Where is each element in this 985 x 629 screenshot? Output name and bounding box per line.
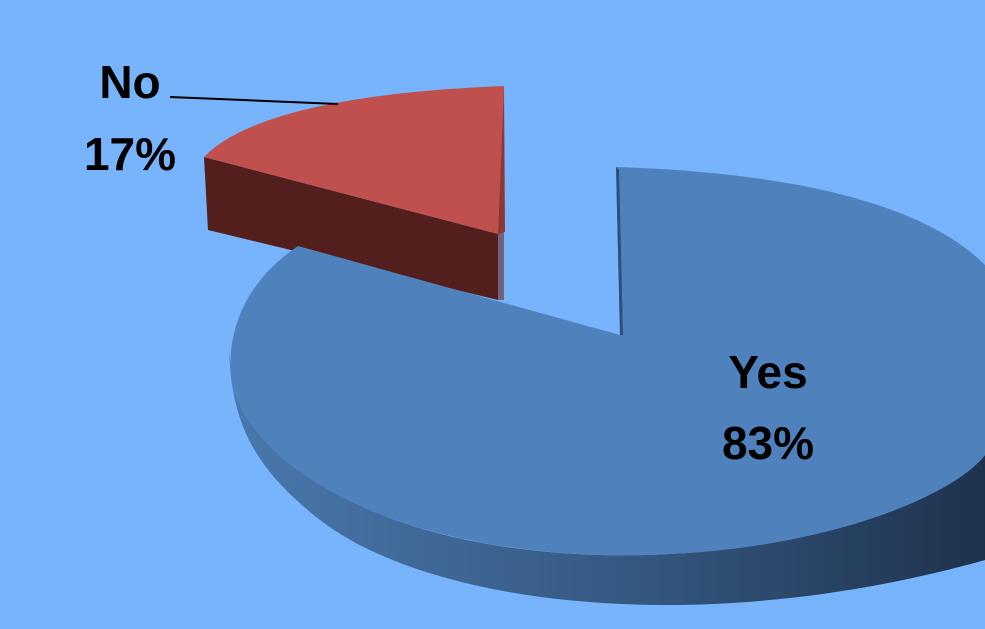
slice-no-side-front [204, 157, 498, 300]
slice-no [204, 86, 504, 234]
slice-yes-side [229, 350, 985, 605]
slice-no-cut-edge [498, 86, 505, 234]
label-yes: Yes [728, 346, 807, 398]
label-yes-percent: 83% [722, 417, 814, 469]
label-no-percent: 17% [84, 128, 176, 180]
slice-yes-cut-edge [616, 167, 623, 335]
leader-line-no [169, 96, 339, 105]
slice-yes [230, 167, 985, 556]
label-no: No [99, 56, 160, 108]
